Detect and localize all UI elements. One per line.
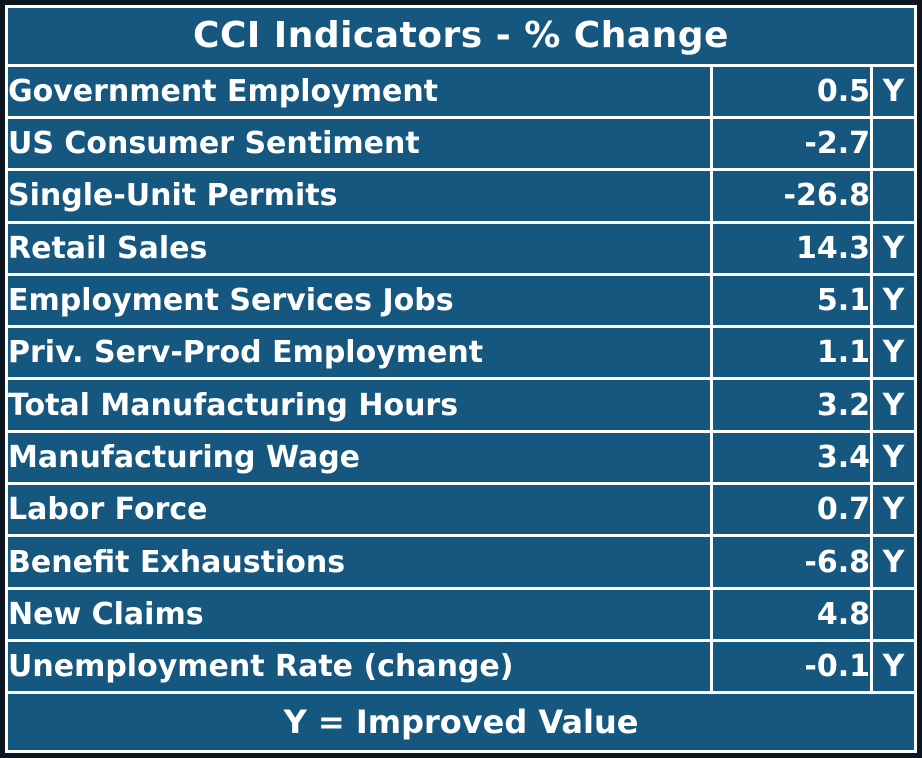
table-row: Manufacturing Wage 3.4 Y	[5, 429, 918, 486]
indicator-label: Employment Services Jobs	[5, 272, 713, 329]
indicator-value: -26.8	[709, 168, 873, 224]
indicator-value: -2.7	[709, 115, 873, 172]
improved-flag: Y	[869, 534, 918, 590]
indicator-label: Single-Unit Permits	[5, 168, 713, 224]
table-row: Employment Services Jobs 5.1 Y	[5, 272, 918, 329]
improved-flag: Y	[869, 482, 918, 538]
indicator-label: Labor Force	[5, 482, 713, 538]
indicator-label: Government Employment	[5, 63, 713, 120]
indicator-label: Unemployment Rate (change)	[5, 638, 713, 695]
table-row: Single-Unit Permits -26.8	[5, 168, 918, 224]
improved-flag: Y	[869, 638, 918, 695]
table-title-row: CCI Indicators - % Change	[5, 5, 917, 67]
indicator-label: Total Manufacturing Hours	[5, 377, 713, 433]
indicator-value: 1.1	[709, 325, 873, 381]
improved-flag: Y	[869, 272, 918, 329]
indicator-label: Priv. Serv-Prod Employment	[5, 325, 713, 381]
indicator-value: 0.7	[709, 482, 873, 538]
indicator-value: 3.4	[709, 429, 873, 486]
indicator-value: 14.3	[709, 220, 873, 276]
table-row: Retail Sales 14.3 Y	[5, 220, 918, 276]
improved-flag: Y	[869, 377, 918, 433]
improved-flag	[869, 168, 918, 224]
indicator-label: Retail Sales	[5, 220, 713, 276]
indicator-label: Benefit Exhaustions	[5, 534, 713, 590]
table-row: US Consumer Sentiment -2.7	[5, 115, 918, 172]
improved-flag	[869, 586, 918, 642]
indicators-table: CCI Indicators - % Change Government Emp…	[5, 5, 918, 753]
indicator-label: US Consumer Sentiment	[5, 115, 713, 172]
legend-text: Y = Improved Value	[5, 691, 917, 753]
indicator-value: 4.8	[709, 586, 873, 642]
table-row: Labor Force 0.7 Y	[5, 482, 918, 538]
indicator-value: 5.1	[709, 272, 873, 329]
table-row: Unemployment Rate (change) -0.1 Y	[5, 638, 918, 695]
indicator-label: Manufacturing Wage	[5, 429, 713, 486]
improved-flag: Y	[869, 429, 918, 486]
indicator-label: New Claims	[5, 586, 713, 642]
improved-flag: Y	[869, 63, 918, 120]
indicator-value: 3.2	[709, 377, 873, 433]
indicator-value: -0.1	[709, 638, 873, 695]
improved-flag: Y	[869, 325, 918, 381]
table-row: Priv. Serv-Prod Employment 1.1 Y	[5, 325, 918, 381]
improved-flag: Y	[869, 220, 918, 276]
indicator-value: 0.5	[709, 63, 873, 120]
table-row: Benefit Exhaustions -6.8 Y	[5, 534, 918, 590]
table-row: Government Employment 0.5 Y	[5, 63, 918, 120]
table-row: Total Manufacturing Hours 3.2 Y	[5, 377, 918, 433]
table-footer-row: Y = Improved Value	[5, 691, 917, 753]
indicator-value: -6.8	[709, 534, 873, 590]
improved-flag	[869, 115, 918, 172]
table-row: New Claims 4.8	[5, 586, 918, 642]
table-title: CCI Indicators - % Change	[5, 5, 917, 67]
